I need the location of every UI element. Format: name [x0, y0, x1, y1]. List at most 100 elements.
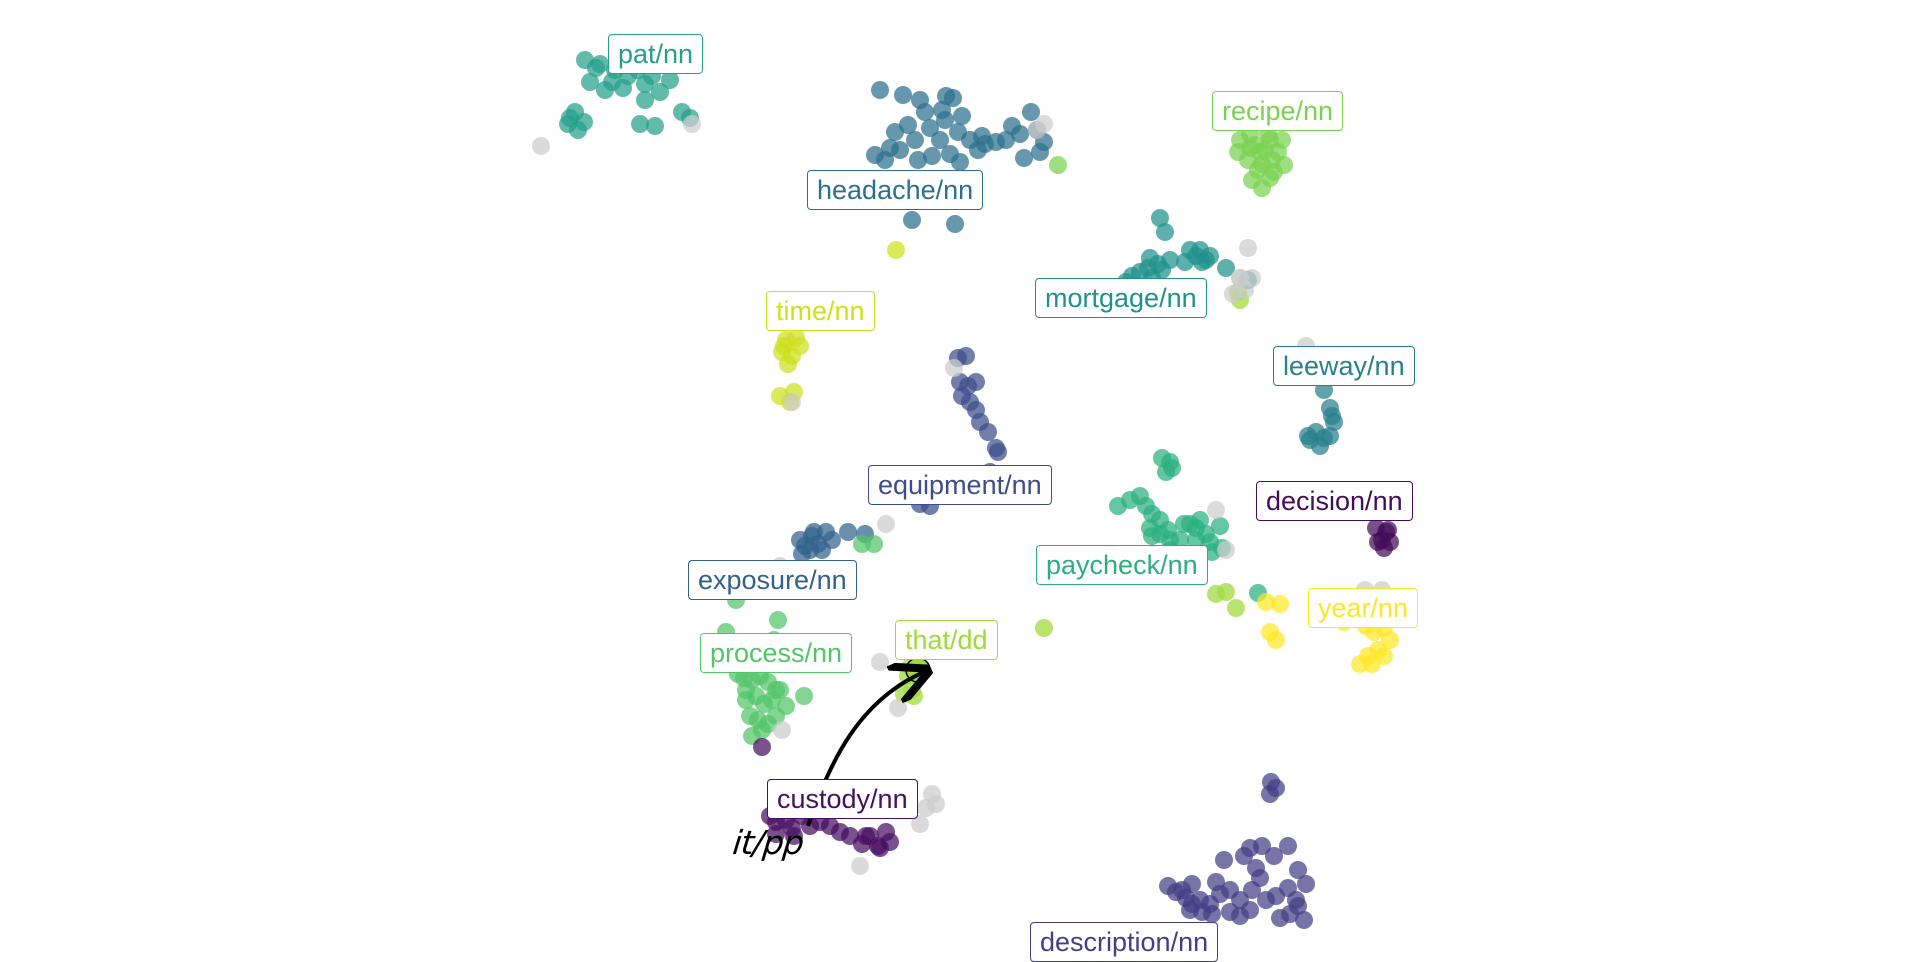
point-equipment-nn-9: [979, 423, 997, 441]
cluster-label-decision-nn: decision/nn: [1256, 481, 1413, 522]
point-exposure-nn-11: [805, 523, 823, 541]
point-headache-nn-37: [1015, 149, 1033, 167]
point-mortgage-nn-0: [1151, 209, 1169, 227]
point-process-nn-26: [865, 535, 883, 553]
point-recipe-nn-15: [1253, 179, 1271, 197]
point-recipe-nn-10: [1256, 141, 1274, 159]
point-time-nn-5: [779, 355, 797, 373]
cluster-label-recipe-nn: recipe/nn: [1212, 91, 1344, 132]
cluster-label-equipment-nn: equipment/nn: [868, 465, 1052, 506]
point-process-nn-24: [769, 611, 787, 629]
point-custody-nn-0: [753, 738, 771, 756]
point-description-nn-37: [1247, 859, 1265, 877]
point-that-dd-8: [1227, 599, 1245, 617]
point-headache-nn-20: [923, 147, 941, 165]
point-headache-nn-26: [933, 101, 951, 119]
point-headache-nn-31: [997, 131, 1015, 149]
point-pat-nn-19: [587, 59, 605, 77]
point-headache-nn-22: [951, 153, 969, 171]
point-description-nn-34: [1167, 883, 1185, 901]
cluster-label-pat-nn: pat/nn: [608, 34, 704, 75]
point-paycheck-nn-26: [1181, 515, 1199, 533]
point-pat-nn-22: [575, 113, 593, 131]
point-unlabeled-16: [917, 799, 935, 817]
point-recipe-nn-20: [1049, 156, 1067, 174]
point-description-nn-8: [1279, 837, 1297, 855]
point-description-nn-36: [1207, 873, 1225, 891]
point-headache-nn-4: [1022, 103, 1040, 121]
cluster-label-description-nn: description/nn: [1030, 922, 1219, 962]
point-description-nn-39: [1279, 879, 1297, 897]
point-unlabeled-0: [532, 137, 550, 155]
point-year-nn-14: [1381, 631, 1399, 649]
point-mortgage-nn-12: [1217, 259, 1235, 277]
point-unlabeled-6: [945, 359, 963, 377]
point-pat-nn-21: [561, 109, 579, 127]
point-unlabeled-8: [1217, 541, 1235, 559]
point-description-nn-13: [1295, 911, 1313, 929]
point-that-dd-5: [1035, 619, 1053, 637]
point-unlabeled-21: [773, 721, 791, 739]
point-year-nn-13: [1375, 647, 1393, 665]
point-unlabeled-12: [889, 699, 907, 717]
point-paycheck-nn-3: [1163, 459, 1181, 477]
point-decision-nn-6: [1377, 523, 1395, 541]
point-description-nn-7: [1265, 847, 1283, 865]
point-unlabeled-11: [871, 653, 889, 671]
point-exposure-nn-8: [823, 531, 841, 549]
point-headache-nn-32: [903, 211, 921, 229]
point-pat-nn-6: [581, 73, 599, 91]
point-description-nn-30: [1221, 903, 1239, 921]
point-process-nn-22: [753, 721, 771, 739]
cluster-label-custody-nn: custody/nn: [767, 779, 918, 820]
cluster-label-paycheck-nn: paycheck/nn: [1036, 545, 1208, 586]
point-description-nn-35: [1183, 875, 1201, 893]
point-year-nn-0: [1257, 593, 1275, 611]
point-custody-nn-19: [767, 825, 785, 843]
point-leeway-nn-8: [1321, 427, 1339, 445]
point-leeway-nn-10: [1323, 407, 1341, 425]
point-process-nn-19: [795, 687, 813, 705]
point-unlabeled-3: [1239, 239, 1257, 257]
point-process-nn-20: [737, 691, 755, 709]
point-headache-nn-0: [871, 81, 889, 99]
point-headache-nn-13: [921, 119, 939, 137]
point-paycheck-nn-22: [1211, 517, 1229, 535]
point-recipe-nn-8: [1229, 143, 1247, 161]
point-custody-nn-17: [861, 827, 879, 845]
cluster-label-mortgage-nn: mortgage/nn: [1035, 278, 1207, 319]
point-pat-nn-20: [603, 73, 621, 91]
point-description-nn-3: [1215, 851, 1233, 869]
point-headache-nn-7: [1011, 125, 1029, 143]
point-unlabeled-1: [683, 115, 701, 133]
point-unlabeled-26: [1236, 281, 1254, 299]
point-headache-nn-29: [973, 127, 991, 145]
point-paycheck-nn-18: [1187, 531, 1205, 549]
point-unlabeled-15: [911, 815, 929, 833]
point-that-dd-4: [905, 687, 923, 705]
point-year-nn-1: [1271, 595, 1289, 613]
point-pat-nn-11: [661, 71, 679, 89]
point-equipment-nn-4: [967, 373, 985, 391]
point-time-nn-9: [775, 337, 793, 355]
point-headache-nn-27: [886, 123, 904, 141]
cluster-label-leeway-nn: leeway/nn: [1273, 346, 1415, 387]
point-description-nn-10: [1297, 875, 1315, 893]
point-unlabeled-22: [783, 393, 801, 411]
point-headache-nn-12: [906, 131, 924, 149]
point-that-dd-7: [1217, 583, 1235, 601]
point-headache-nn-19: [909, 151, 927, 169]
point-year-nn-3: [1267, 631, 1285, 649]
point-description-nn-33: [1181, 901, 1199, 919]
point-pat-nn-5: [651, 83, 669, 101]
point-unlabeled-27: [851, 857, 869, 875]
point-headache-nn-34: [881, 139, 899, 157]
point-exposure-nn-9: [839, 523, 857, 541]
point-unlabeled-9: [877, 515, 895, 533]
point-recipe-nn-16: [1275, 156, 1293, 174]
point-recipe-nn-17: [1273, 131, 1291, 149]
point-decision-nn-5: [1375, 539, 1393, 557]
point-headache-nn-23: [969, 141, 987, 159]
point-description-nn-14: [1289, 897, 1307, 915]
cluster-label-process-nn: process/nn: [700, 633, 853, 674]
